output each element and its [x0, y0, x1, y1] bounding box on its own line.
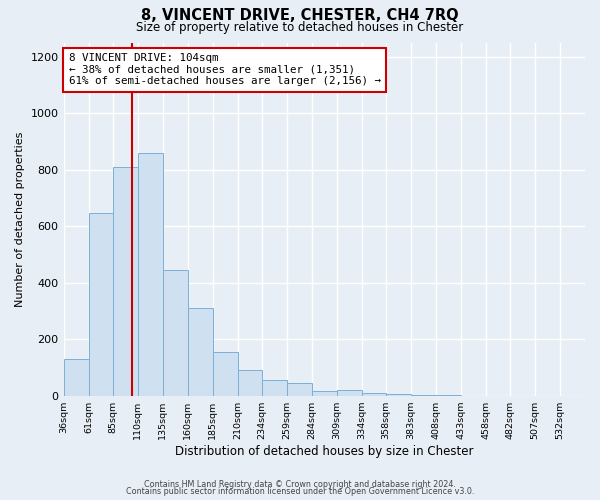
Bar	[163, 270, 188, 396]
Bar	[113, 167, 137, 396]
Bar	[386, 394, 411, 396]
X-axis label: Distribution of detached houses by size in Chester: Distribution of detached houses by size …	[175, 444, 473, 458]
Bar	[287, 383, 312, 396]
Bar	[238, 370, 262, 396]
Bar	[212, 352, 238, 396]
Bar	[188, 308, 212, 396]
Bar	[362, 393, 386, 396]
Bar	[337, 390, 362, 396]
Text: Size of property relative to detached houses in Chester: Size of property relative to detached ho…	[136, 21, 464, 34]
Bar	[411, 395, 436, 396]
Text: 8, VINCENT DRIVE, CHESTER, CH4 7RQ: 8, VINCENT DRIVE, CHESTER, CH4 7RQ	[141, 8, 459, 22]
Text: 8 VINCENT DRIVE: 104sqm
← 38% of detached houses are smaller (1,351)
61% of semi: 8 VINCENT DRIVE: 104sqm ← 38% of detache…	[69, 53, 381, 86]
Bar	[64, 359, 89, 396]
Text: Contains public sector information licensed under the Open Government Licence v3: Contains public sector information licen…	[126, 488, 474, 496]
Text: Contains HM Land Registry data © Crown copyright and database right 2024.: Contains HM Land Registry data © Crown c…	[144, 480, 456, 489]
Y-axis label: Number of detached properties: Number of detached properties	[15, 132, 25, 306]
Bar	[312, 392, 337, 396]
Bar	[89, 214, 113, 396]
Bar	[137, 152, 163, 396]
Bar	[262, 380, 287, 396]
